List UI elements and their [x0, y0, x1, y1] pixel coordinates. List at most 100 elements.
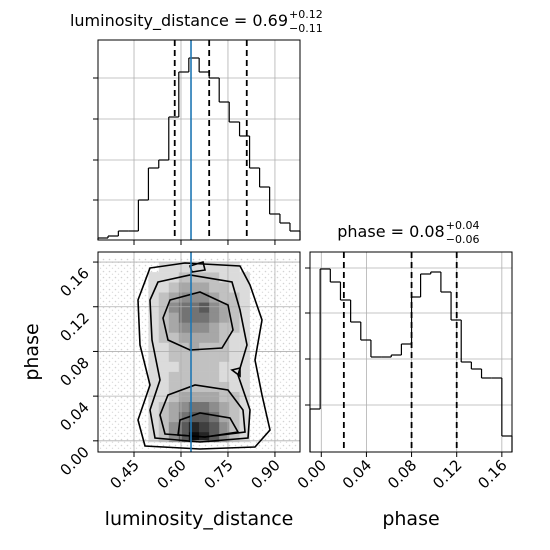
- density-cell: [209, 371, 220, 382]
- density-cell: [158, 431, 170, 443]
- density-cell: [168, 302, 180, 313]
- density-cell: [168, 361, 180, 372]
- density-cell: [168, 371, 180, 382]
- x-tick-label: 0.75: [200, 456, 236, 492]
- density-cell: [158, 262, 170, 273]
- density-cell: [209, 391, 220, 403]
- density-cell: [239, 322, 250, 333]
- density-cell: [209, 292, 220, 303]
- density-cell: [229, 361, 240, 372]
- density-cell: [148, 401, 160, 413]
- density-cell: [239, 371, 250, 382]
- density-cell: [148, 292, 160, 303]
- density-cell: [158, 272, 170, 283]
- title-upper: +0.12: [289, 8, 323, 21]
- axes-frame: [97, 251, 301, 453]
- density-cell: [229, 401, 240, 413]
- density-cell: [158, 342, 170, 352]
- density-cell: [178, 292, 190, 303]
- panel-title: phase = 0.08: [337, 222, 444, 241]
- density-cell: [148, 351, 160, 362]
- density-cell: [168, 332, 180, 343]
- density-cell: [158, 371, 170, 382]
- density-cell: [148, 312, 160, 323]
- density-cell: [188, 361, 200, 372]
- density-cell: [178, 391, 190, 403]
- density-cell: [178, 312, 190, 323]
- density-cell: [209, 322, 220, 333]
- density-cell: [168, 431, 180, 443]
- x-axis-label: phase: [382, 508, 439, 530]
- density-cell: [199, 302, 210, 313]
- density-cell: [219, 332, 230, 343]
- density-cell: [209, 342, 220, 352]
- density-cell: [199, 361, 210, 372]
- density-cell: [168, 342, 180, 352]
- density-cell: [168, 292, 180, 303]
- density-cell: [158, 411, 170, 423]
- density-cell: [239, 342, 250, 352]
- density-cell: [188, 401, 200, 413]
- density-cell: [178, 302, 190, 313]
- density-cell: [219, 351, 230, 362]
- density-cell: [219, 401, 230, 413]
- density-cell: [188, 371, 200, 382]
- density-cell: [229, 262, 240, 273]
- density-cell: [188, 262, 200, 273]
- density-cell: [239, 282, 250, 293]
- density-cell: [168, 421, 180, 433]
- title-upper: +0.04: [446, 219, 480, 232]
- density-cell: [188, 282, 200, 293]
- density-cell: [199, 401, 210, 413]
- density: [148, 262, 250, 443]
- x-tick-label: 0.12: [429, 456, 465, 492]
- density-cell: [178, 361, 190, 372]
- density-cell: [148, 282, 160, 293]
- y-tick-label: 0.08: [56, 354, 92, 390]
- density-cell: [199, 371, 210, 382]
- y-axis-label: phase: [21, 323, 43, 380]
- density-cell: [188, 302, 200, 313]
- density-cell: [219, 302, 230, 313]
- density-cell: [219, 421, 230, 433]
- density-cell: [209, 312, 220, 323]
- title-lower: −0.11: [289, 22, 323, 35]
- density-cell: [219, 381, 230, 392]
- density-cell: [229, 332, 240, 343]
- title-lower: −0.06: [446, 233, 480, 246]
- density-cell: [219, 262, 230, 273]
- density-cell: [188, 292, 200, 303]
- density-cell: [239, 361, 250, 372]
- density-cell: [219, 282, 230, 293]
- density-cell: [229, 312, 240, 323]
- density-cell: [209, 361, 220, 372]
- density-cell: [178, 411, 190, 423]
- density-cell: [219, 361, 230, 372]
- density-cell: [178, 322, 190, 333]
- density-cell: [219, 322, 230, 333]
- density-cell: [148, 431, 160, 443]
- density-cell: [239, 292, 250, 303]
- density-cell: [148, 272, 160, 283]
- density-cell: [209, 272, 220, 283]
- density-cell: [239, 431, 250, 443]
- density-cell: [209, 351, 220, 362]
- density-cell: [209, 411, 220, 423]
- density-cell: [229, 282, 240, 293]
- density-cell: [209, 332, 220, 343]
- density-cell: [229, 411, 240, 423]
- density-cell: [239, 302, 250, 313]
- density-cell: [148, 332, 160, 343]
- density-cell: [158, 361, 170, 372]
- x-tick-label: 0.60: [153, 456, 189, 492]
- density-cell: [168, 282, 180, 293]
- density-cell: [188, 381, 200, 392]
- density-cell: [219, 371, 230, 382]
- density-cell: [158, 381, 170, 392]
- density-cell: [219, 431, 230, 443]
- x-tick-label: 0.90: [247, 456, 283, 492]
- density-cell: [209, 431, 220, 443]
- density-cell: [178, 332, 190, 343]
- density-cell: [188, 332, 200, 343]
- density-cell: [158, 282, 170, 293]
